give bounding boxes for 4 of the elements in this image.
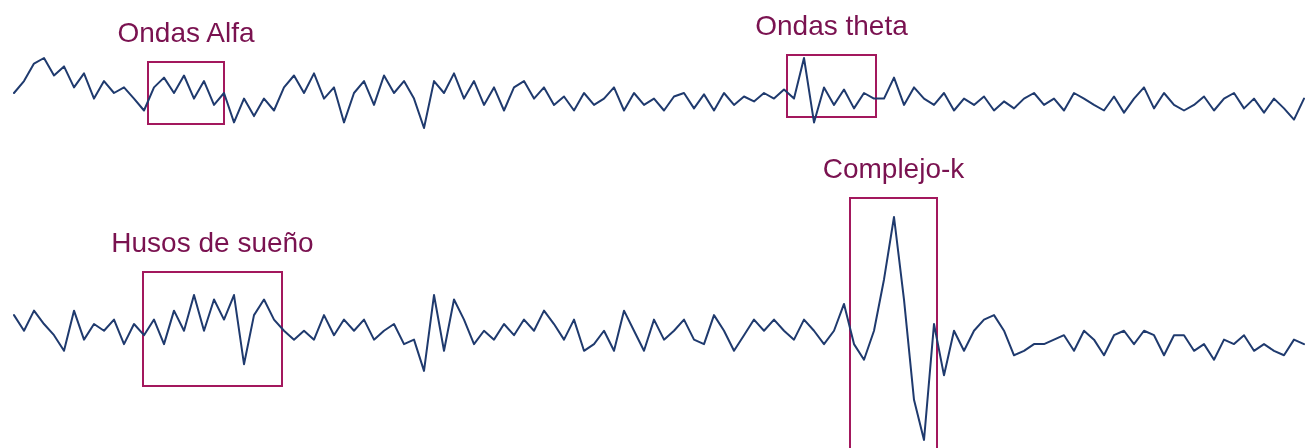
annotation: Husos de sueño bbox=[111, 227, 314, 258]
text: Ondas theta bbox=[755, 10, 909, 41]
text: Complejo-k bbox=[822, 153, 966, 184]
text: Ondas Alfa bbox=[117, 17, 255, 48]
